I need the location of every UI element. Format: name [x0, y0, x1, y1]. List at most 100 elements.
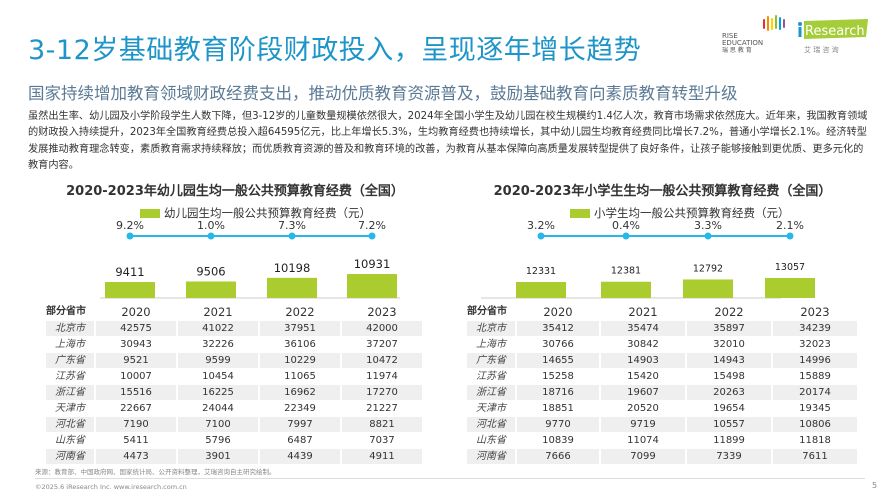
province-name: 广东省 [467, 353, 515, 368]
growth-label: 3.2% [527, 220, 555, 232]
table-cell: 5411 [123, 435, 149, 446]
table-cell: 10557 [687, 417, 771, 432]
table-cell: 15516 [96, 385, 176, 400]
growth-point [207, 232, 215, 240]
province-name: 天津市 [476, 403, 506, 414]
table-cell: 24044 [202, 403, 234, 414]
table-cell: 42575 [96, 321, 176, 336]
province-table: 部分省市 2020 2021 2022 2023 北京市 42575 41022 37951 42… [44, 303, 424, 465]
growth-point [704, 232, 712, 240]
province-name: 北京市 [46, 321, 94, 336]
bar-2020 [105, 282, 155, 298]
table-cell: 20263 [687, 385, 771, 400]
province-name: 江苏省 [55, 371, 85, 382]
table-cell: 7666 [517, 449, 599, 464]
table-cell: 4473 [96, 449, 176, 464]
table-cell: 14943 [687, 353, 771, 368]
legend-swatch [140, 208, 160, 218]
copyright-footer: ©2025.6 iResearch Inc. www.iresearch.com… [35, 483, 187, 491]
table-cell: 30842 [627, 339, 659, 350]
province-name: 天津市 [55, 403, 85, 414]
province-name: 上海市 [55, 339, 85, 350]
column-header: 部分省市 [467, 306, 507, 317]
footer-divider [35, 478, 865, 479]
svg-text:EDUCATION: EDUCATION [722, 39, 763, 47]
bar-value-label: 10931 [354, 257, 391, 271]
table-cell: 35897 [687, 321, 771, 336]
growth-point [786, 232, 794, 240]
table-row: 河北省 9770 9719 10557 10806 [467, 417, 857, 432]
table-cell: 15498 [713, 371, 745, 382]
table-row: 山东省 5411 5796 6487 7037 [46, 433, 422, 448]
table-cell: 10454 [202, 371, 234, 382]
body-paragraph: 虽然出生率、幼儿园及小学阶段学生人数下降，但3-12岁的儿童数量规模依然很大，2… [28, 111, 868, 172]
table-row: 上海市 30766 30842 32010 32023 [467, 337, 857, 352]
bar-2023 [347, 274, 397, 298]
table-cell: 3901 [178, 449, 258, 464]
column-header: 2020 [543, 305, 573, 319]
bar-value-label: 12792 [693, 263, 723, 274]
table-cell: 22667 [120, 403, 152, 414]
bar-2021 [186, 281, 236, 298]
svg-text:艾 瑞 咨 询: 艾 瑞 咨 询 [804, 45, 839, 54]
table-cell: 11065 [284, 371, 316, 382]
province-name: 江苏省 [476, 371, 506, 382]
table-cell: 7100 [178, 417, 258, 432]
table-cell: 14655 [517, 353, 599, 368]
table-cell: 35474 [601, 321, 685, 336]
table-cell: 8821 [342, 417, 422, 432]
svg-text:RISE: RISE [722, 32, 738, 40]
bar-value-label: 13057 [775, 262, 805, 273]
table-cell: 11899 [713, 435, 745, 446]
bar-2022 [267, 277, 317, 298]
table-cell: 10007 [120, 371, 152, 382]
province-name: 山东省 [476, 435, 506, 446]
table-cell: 10472 [342, 353, 422, 368]
province-table: 部分省市 2020 2021 2022 2023 北京市 35412 35474 35897 34… [465, 303, 859, 465]
province-name: 河北省 [467, 417, 515, 432]
table-cell: 7099 [601, 449, 685, 464]
table-cell: 22349 [284, 403, 316, 414]
rise-education-logo: RISE EDUCATION 瑞 思 教 育 [720, 14, 798, 54]
table-cell: 15258 [542, 371, 574, 382]
province-name: 山东省 [55, 435, 85, 446]
chart-title-primary: 2020-2023年小学生生均一般公共预算教育经费（全国） [493, 184, 832, 199]
growth-label: 7.3% [278, 220, 306, 232]
growth-point [126, 232, 134, 240]
table-cell: 16962 [260, 385, 340, 400]
table-cell: 41022 [178, 321, 258, 336]
table-row: 广东省 14655 14903 14943 14996 [467, 353, 857, 368]
table-cell: 10806 [773, 417, 857, 432]
bar-value-label: 12331 [526, 266, 556, 277]
table-cell: 4911 [342, 449, 422, 464]
table-cell: 6487 [287, 435, 313, 446]
growth-point [368, 232, 376, 240]
table-row: 浙江省 18716 19607 20263 20174 [467, 385, 857, 400]
table-cell: 11074 [627, 435, 659, 446]
svg-text:Research: Research [805, 24, 865, 39]
table-cell: 36106 [284, 339, 316, 350]
table-cell: 32023 [799, 339, 831, 350]
table-cell: 10229 [260, 353, 340, 368]
table-cell: 17270 [342, 385, 422, 400]
table-cell: 14996 [773, 353, 857, 368]
table-cell: 30943 [120, 339, 152, 350]
table-row: 河北省 7190 7100 7997 8821 [46, 417, 422, 432]
table-cell: 20174 [773, 385, 857, 400]
page-number: 5 [872, 481, 878, 490]
table-cell: 7611 [773, 449, 857, 464]
province-name: 河北省 [46, 417, 94, 432]
table-cell: 19607 [601, 385, 685, 400]
page-title: 3-12岁基础教育阶段财政投入，呈现逐年增长趋势 [28, 35, 642, 66]
growth-label: 1.0% [197, 220, 225, 232]
province-name: 河南省 [46, 449, 94, 464]
growth-label: 0.4% [612, 220, 640, 232]
svg-text:瑞 思 教 育: 瑞 思 教 育 [722, 46, 752, 54]
table-cell: 7997 [260, 417, 340, 432]
growth-point [288, 232, 296, 240]
chart-primary: 12331 3.2% 12381 0.4% 12792 3.3% 13057 2.1% [481, 220, 815, 299]
table-cell: 37207 [366, 339, 398, 350]
table-cell: 9521 [96, 353, 176, 368]
table-cell: 4439 [260, 449, 340, 464]
table-row: 江苏省 10007 10454 11065 11974 [46, 369, 422, 384]
